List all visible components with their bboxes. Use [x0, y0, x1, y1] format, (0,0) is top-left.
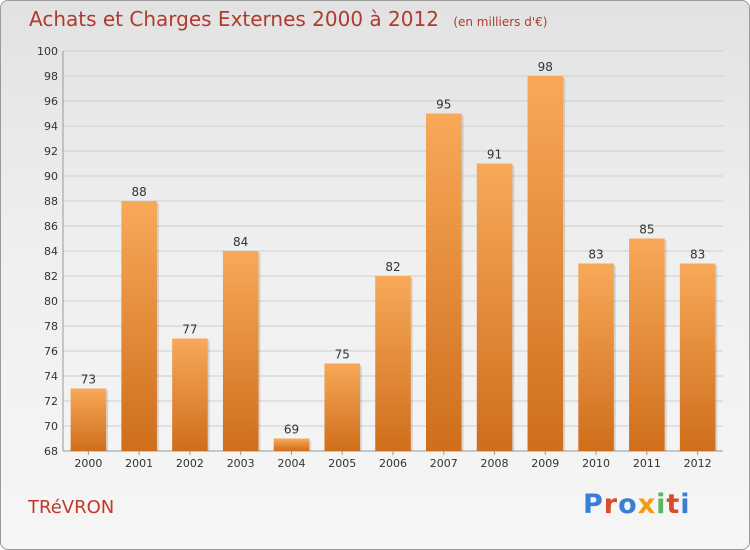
bar: [375, 276, 411, 451]
x-tick-label: 2009: [531, 457, 559, 470]
x-tick-label: 2010: [582, 457, 610, 470]
x-tick-label: 2001: [125, 457, 153, 470]
logo-letter: t: [666, 489, 681, 520]
bars: [70, 76, 718, 451]
bar-top: [70, 388, 107, 391]
y-tick-label: 80: [44, 295, 58, 308]
logo-letter: i: [656, 489, 667, 520]
data-label: 95: [436, 98, 451, 112]
bar: [172, 338, 208, 451]
bar: [629, 238, 665, 451]
y-tick-label: 84: [44, 245, 58, 258]
data-label: 85: [639, 223, 654, 237]
y-tick-label: 94: [44, 120, 58, 133]
bar: [578, 263, 614, 451]
y-tick-label: 78: [44, 320, 58, 333]
x-tick-label: 2006: [379, 457, 407, 470]
x-tick-label: 2008: [481, 457, 509, 470]
y-tick-label: 76: [44, 345, 58, 358]
x-tick-label: 2004: [277, 457, 305, 470]
y-tick-label: 74: [44, 370, 58, 383]
bar-top: [375, 276, 411, 278]
y-tick-label: 68: [44, 445, 58, 458]
y-tick-label: 100: [37, 45, 58, 58]
logo-letter: i: [680, 489, 691, 520]
bar: [679, 263, 716, 451]
bar-top: [426, 113, 462, 116]
data-label: 88: [132, 185, 147, 199]
logo-letter: r: [603, 489, 619, 520]
logo-letter: P: [583, 489, 604, 520]
bar-top: [629, 238, 665, 241]
x-tick-label: 2011: [633, 457, 661, 470]
bar: [222, 251, 259, 451]
y-tick-label: 92: [44, 145, 58, 158]
bar-top: [679, 263, 716, 266]
bar-top: [222, 251, 259, 253]
y-tick-label: 98: [44, 70, 58, 83]
bar-top: [578, 263, 614, 266]
bar: [121, 201, 157, 451]
x-tick-label: 2007: [430, 457, 458, 470]
bar-top: [527, 76, 564, 78]
chart-subtitle: (en milliers d'€): [453, 15, 548, 29]
data-label: 75: [335, 348, 350, 362]
bar: [426, 113, 462, 451]
bar-top: [121, 201, 157, 203]
data-label: 98: [538, 60, 553, 74]
y-tick-label: 72: [44, 395, 58, 408]
logo-letter: x: [637, 489, 657, 520]
x-tick-label: 2003: [227, 457, 255, 470]
bar-top: [172, 338, 208, 341]
x-tick-label: 2005: [328, 457, 356, 470]
bar: [273, 438, 310, 451]
data-label: 83: [588, 248, 603, 262]
bar-top: [273, 438, 310, 441]
chart-title: Achats et Charges Externes 2000 à 2012: [29, 7, 439, 31]
x-axis-ticks: 2000 2001 2002 2003 2004 2005 2006 2007 2008 2009…: [74, 451, 712, 470]
bar: [527, 76, 564, 451]
bar-top: [476, 163, 513, 166]
bar: [70, 388, 107, 451]
data-label: 91: [487, 148, 502, 162]
bar-top: [324, 363, 360, 366]
x-tick-label: 2012: [684, 457, 712, 470]
y-tick-label: 86: [44, 220, 58, 233]
chart-title-block: Achats et Charges Externes 2000 à 2012 (…: [29, 7, 547, 31]
y-tick-label: 88: [44, 195, 58, 208]
proxiti-logo: Proxiti: [583, 489, 691, 520]
y-axis-ticks: 68 70 72 74 76 78 80 82 84 86 88 90 92 94 96 98 100: [37, 45, 58, 458]
bar: [324, 363, 360, 451]
x-tick-label: 2002: [176, 457, 204, 470]
data-label: 83: [690, 248, 705, 262]
y-tick-label: 90: [44, 170, 58, 183]
data-label: 84: [233, 235, 248, 249]
logo-letter: o: [618, 489, 638, 520]
x-tick-label: 2000: [74, 457, 102, 470]
data-label: 82: [385, 260, 400, 274]
y-tick-label: 82: [44, 270, 58, 283]
bar: [476, 163, 513, 451]
data-labels: 73 88 77 84 69 75 82 95 91 98 83 85 83: [81, 60, 706, 437]
data-label: 77: [182, 323, 197, 337]
data-label: 69: [284, 423, 299, 437]
commune-name: TRéVRON: [28, 497, 115, 518]
data-label: 73: [81, 373, 96, 387]
y-tick-label: 96: [44, 95, 58, 108]
y-tick-label: 70: [44, 420, 58, 433]
